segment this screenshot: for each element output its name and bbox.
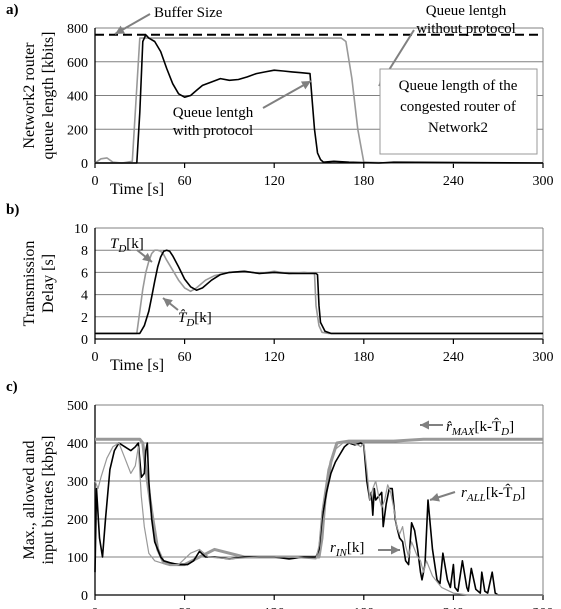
y-axis-label: Network2 router queue length [kbits] <box>21 32 57 160</box>
x-axis-label: Time [s] <box>110 357 164 374</box>
series-label: with protocol <box>173 123 253 139</box>
x-tick-label: 300 <box>533 174 554 189</box>
y-tick-label: 200 <box>67 123 88 138</box>
with-protocol-arrow-head <box>300 81 311 90</box>
y-tick-label: 600 <box>67 56 88 71</box>
x-tick-label: 180 <box>353 350 374 365</box>
series-label: r̂MAX[k-T̂D] <box>446 418 514 438</box>
x-tick-label: 60 <box>178 350 192 365</box>
y-tick-label: 2 <box>81 311 88 326</box>
x-tick-label: 240 <box>443 174 464 189</box>
series-label: rALL[k-T̂D] <box>461 484 525 504</box>
x-tick-label: 60 <box>178 606 192 609</box>
buffer-size-arrow-head <box>115 25 126 34</box>
y-tick-label: 8 <box>81 244 88 259</box>
panel-label: b) <box>6 202 19 218</box>
series-label: TD[k] <box>110 236 144 255</box>
legend-text: Network2 <box>428 120 488 136</box>
series-label: Queue lentgh <box>173 105 254 121</box>
y-tick-label: 400 <box>67 90 88 105</box>
legend-box <box>379 68 538 155</box>
x-tick-label: 240 <box>443 350 464 365</box>
x-axis-label: Time [s] <box>110 181 164 198</box>
x-tick-label: 300 <box>533 606 554 609</box>
y-axis-label: Transmission Delay [s] <box>21 241 57 327</box>
panel-label: a) <box>6 2 19 18</box>
y-tick-label: 300 <box>67 475 88 490</box>
series-label: T̂D[k] <box>178 310 212 329</box>
panel-a: 0 200 400 600 800 0 60 120 180 240 300 Time [s] Netw… <box>6 2 554 198</box>
rin-arrow-head <box>391 545 400 555</box>
x-tick-label: 180 <box>353 606 374 609</box>
x-tick-label: 0 <box>92 350 99 365</box>
x-tick-label: 240 <box>443 606 464 609</box>
y-tick-label: 0 <box>81 589 88 604</box>
rmax-arrow-head <box>420 420 429 430</box>
series-line <box>94 442 543 596</box>
y-tick-label: 500 <box>67 399 88 414</box>
buffer-size-label: Buffer Size <box>154 5 223 21</box>
x-tick-label: 120 <box>264 174 285 189</box>
x-tick-label: 300 <box>533 350 554 365</box>
y-tick-label: 200 <box>67 513 88 528</box>
y-tick-label: 0 <box>81 333 88 348</box>
y-tick-label: 400 <box>67 437 88 452</box>
panel-c: 0100200300400500060120180240300Time [s]M… <box>6 379 554 609</box>
y-tick-label: 6 <box>81 266 88 281</box>
x-tick-label: 120 <box>264 350 285 365</box>
y-axis-label: Max., allowed and input bitrates [kbps] <box>21 436 57 565</box>
y-tick-label: 0 <box>81 157 88 172</box>
series-line <box>95 249 543 335</box>
series-label: rIN[k] <box>330 540 364 559</box>
x-tick-label: 0 <box>92 606 99 609</box>
x-tick-label: 180 <box>353 174 374 189</box>
y-tick-label: 10 <box>74 222 88 237</box>
x-tick-label: 120 <box>264 606 285 609</box>
series-label: without protocol <box>416 21 516 37</box>
with-protocol-arrow <box>262 80 312 109</box>
series-line <box>95 33 544 164</box>
series-label: Queue lentgh <box>426 3 507 19</box>
y-tick-label: 800 <box>67 22 88 37</box>
panel-label: c) <box>6 379 18 395</box>
x-tick-label: 60 <box>178 174 192 189</box>
panel-b: 0 2 4 6 8 10 0 60 120 180 240 300 Time [s] Transmissi… <box>6 202 554 374</box>
x-tick-label: 0 <box>92 174 99 189</box>
rall-arrow-head <box>430 492 440 502</box>
legend-text: Queue length of the <box>399 78 518 94</box>
y-tick-label: 4 <box>81 289 88 304</box>
td-hat-arrow-head <box>163 298 173 308</box>
td-arrow-head <box>142 252 152 262</box>
y-tick-label: 100 <box>67 551 88 566</box>
legend-text: congested router of <box>400 99 516 115</box>
series-line <box>94 442 543 596</box>
